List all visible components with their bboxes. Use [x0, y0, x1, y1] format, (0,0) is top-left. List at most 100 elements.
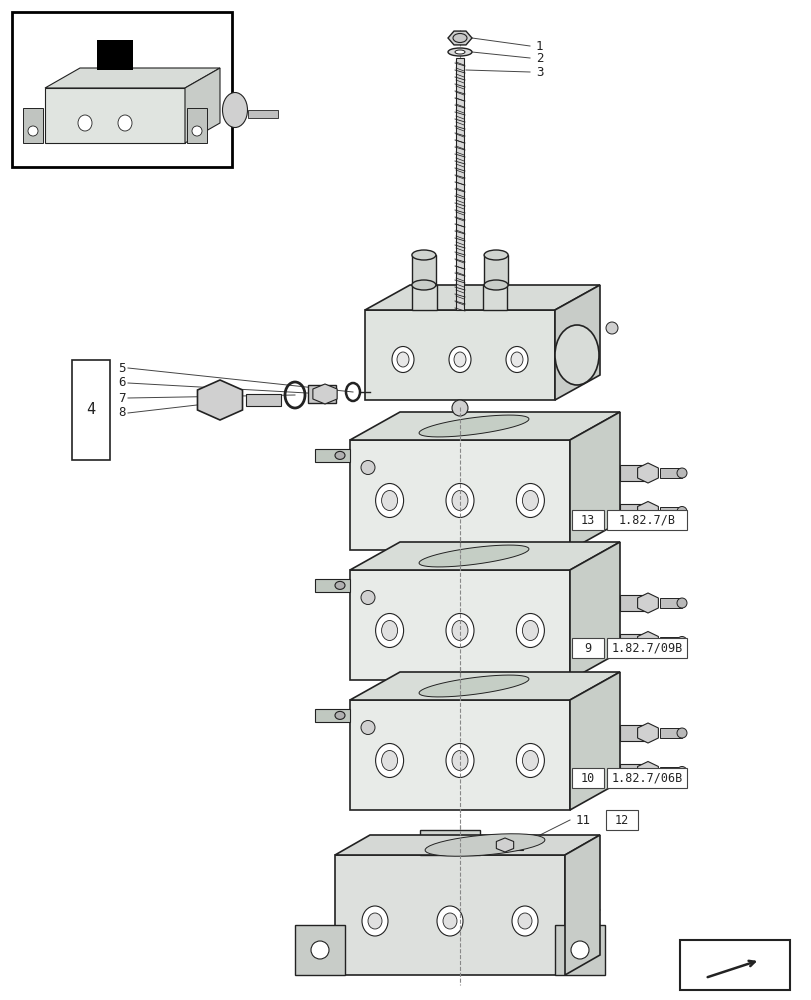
- Text: 2: 2: [535, 51, 543, 64]
- Ellipse shape: [392, 347, 414, 372]
- Ellipse shape: [521, 620, 538, 641]
- FancyBboxPatch shape: [504, 840, 522, 850]
- Ellipse shape: [335, 711, 345, 719]
- Polygon shape: [637, 723, 658, 743]
- Text: 10: 10: [580, 772, 594, 784]
- Text: 11: 11: [575, 814, 590, 826]
- Ellipse shape: [453, 33, 466, 42]
- Polygon shape: [569, 542, 620, 680]
- FancyBboxPatch shape: [620, 725, 647, 741]
- Text: 1.82.7/09B: 1.82.7/09B: [611, 642, 682, 654]
- Ellipse shape: [510, 352, 522, 367]
- FancyBboxPatch shape: [620, 504, 647, 520]
- FancyBboxPatch shape: [620, 764, 647, 780]
- Ellipse shape: [517, 913, 531, 929]
- Polygon shape: [350, 700, 569, 810]
- Ellipse shape: [445, 744, 474, 778]
- Polygon shape: [335, 855, 564, 975]
- Polygon shape: [197, 380, 242, 420]
- Ellipse shape: [554, 325, 599, 385]
- Polygon shape: [496, 838, 513, 852]
- Polygon shape: [45, 68, 220, 88]
- Ellipse shape: [445, 613, 474, 648]
- FancyBboxPatch shape: [246, 394, 281, 406]
- Ellipse shape: [362, 906, 388, 936]
- Polygon shape: [45, 88, 185, 143]
- Ellipse shape: [397, 352, 409, 367]
- Polygon shape: [23, 108, 43, 143]
- Ellipse shape: [191, 126, 202, 136]
- Polygon shape: [350, 542, 620, 570]
- Polygon shape: [350, 412, 620, 440]
- FancyBboxPatch shape: [571, 638, 603, 658]
- Polygon shape: [637, 502, 658, 522]
- Polygon shape: [312, 384, 337, 404]
- FancyBboxPatch shape: [607, 510, 686, 530]
- Ellipse shape: [676, 728, 686, 738]
- Ellipse shape: [676, 637, 686, 647]
- Polygon shape: [637, 463, 658, 483]
- Ellipse shape: [676, 506, 686, 516]
- FancyBboxPatch shape: [605, 810, 637, 830]
- Ellipse shape: [521, 490, 538, 510]
- FancyBboxPatch shape: [659, 598, 681, 608]
- Ellipse shape: [605, 322, 617, 334]
- Text: 9: 9: [584, 642, 591, 654]
- Ellipse shape: [516, 484, 543, 518]
- Ellipse shape: [483, 280, 508, 290]
- Polygon shape: [350, 440, 569, 550]
- Text: 1.82.7/06B: 1.82.7/06B: [611, 772, 682, 784]
- Text: 4: 4: [86, 402, 96, 418]
- FancyBboxPatch shape: [571, 510, 603, 530]
- FancyBboxPatch shape: [620, 465, 647, 481]
- Text: 3: 3: [535, 66, 543, 79]
- Ellipse shape: [118, 115, 132, 131]
- FancyBboxPatch shape: [72, 360, 109, 460]
- Ellipse shape: [448, 347, 470, 372]
- Text: 7: 7: [118, 391, 126, 404]
- Polygon shape: [350, 570, 569, 680]
- Polygon shape: [335, 835, 599, 855]
- FancyBboxPatch shape: [607, 638, 686, 658]
- Text: 12: 12: [614, 814, 629, 826]
- Ellipse shape: [367, 913, 381, 929]
- FancyBboxPatch shape: [247, 110, 277, 118]
- Polygon shape: [185, 68, 220, 143]
- Polygon shape: [294, 925, 345, 975]
- Polygon shape: [418, 675, 528, 697]
- Polygon shape: [637, 632, 658, 652]
- Polygon shape: [365, 285, 599, 310]
- Ellipse shape: [505, 347, 527, 372]
- Ellipse shape: [521, 750, 538, 770]
- Polygon shape: [569, 672, 620, 810]
- Ellipse shape: [28, 126, 38, 136]
- Polygon shape: [315, 449, 350, 462]
- Ellipse shape: [361, 590, 375, 604]
- Ellipse shape: [516, 613, 543, 648]
- Text: 6: 6: [118, 376, 126, 389]
- FancyBboxPatch shape: [679, 940, 789, 990]
- Polygon shape: [554, 285, 599, 400]
- Ellipse shape: [676, 766, 686, 776]
- FancyBboxPatch shape: [12, 12, 232, 167]
- Ellipse shape: [454, 50, 465, 54]
- FancyBboxPatch shape: [607, 768, 686, 788]
- Ellipse shape: [381, 620, 397, 641]
- Text: 13: 13: [580, 514, 594, 526]
- Ellipse shape: [335, 451, 345, 459]
- FancyBboxPatch shape: [659, 766, 681, 776]
- Polygon shape: [365, 310, 554, 400]
- Ellipse shape: [436, 906, 462, 936]
- Polygon shape: [418, 415, 528, 437]
- Ellipse shape: [375, 744, 403, 778]
- FancyBboxPatch shape: [659, 468, 681, 478]
- Polygon shape: [637, 593, 658, 613]
- Text: 1: 1: [535, 39, 543, 52]
- Polygon shape: [315, 579, 350, 592]
- Polygon shape: [448, 31, 471, 45]
- Ellipse shape: [676, 598, 686, 608]
- Ellipse shape: [361, 720, 375, 734]
- Ellipse shape: [375, 613, 403, 648]
- Ellipse shape: [452, 490, 467, 510]
- Ellipse shape: [570, 941, 588, 959]
